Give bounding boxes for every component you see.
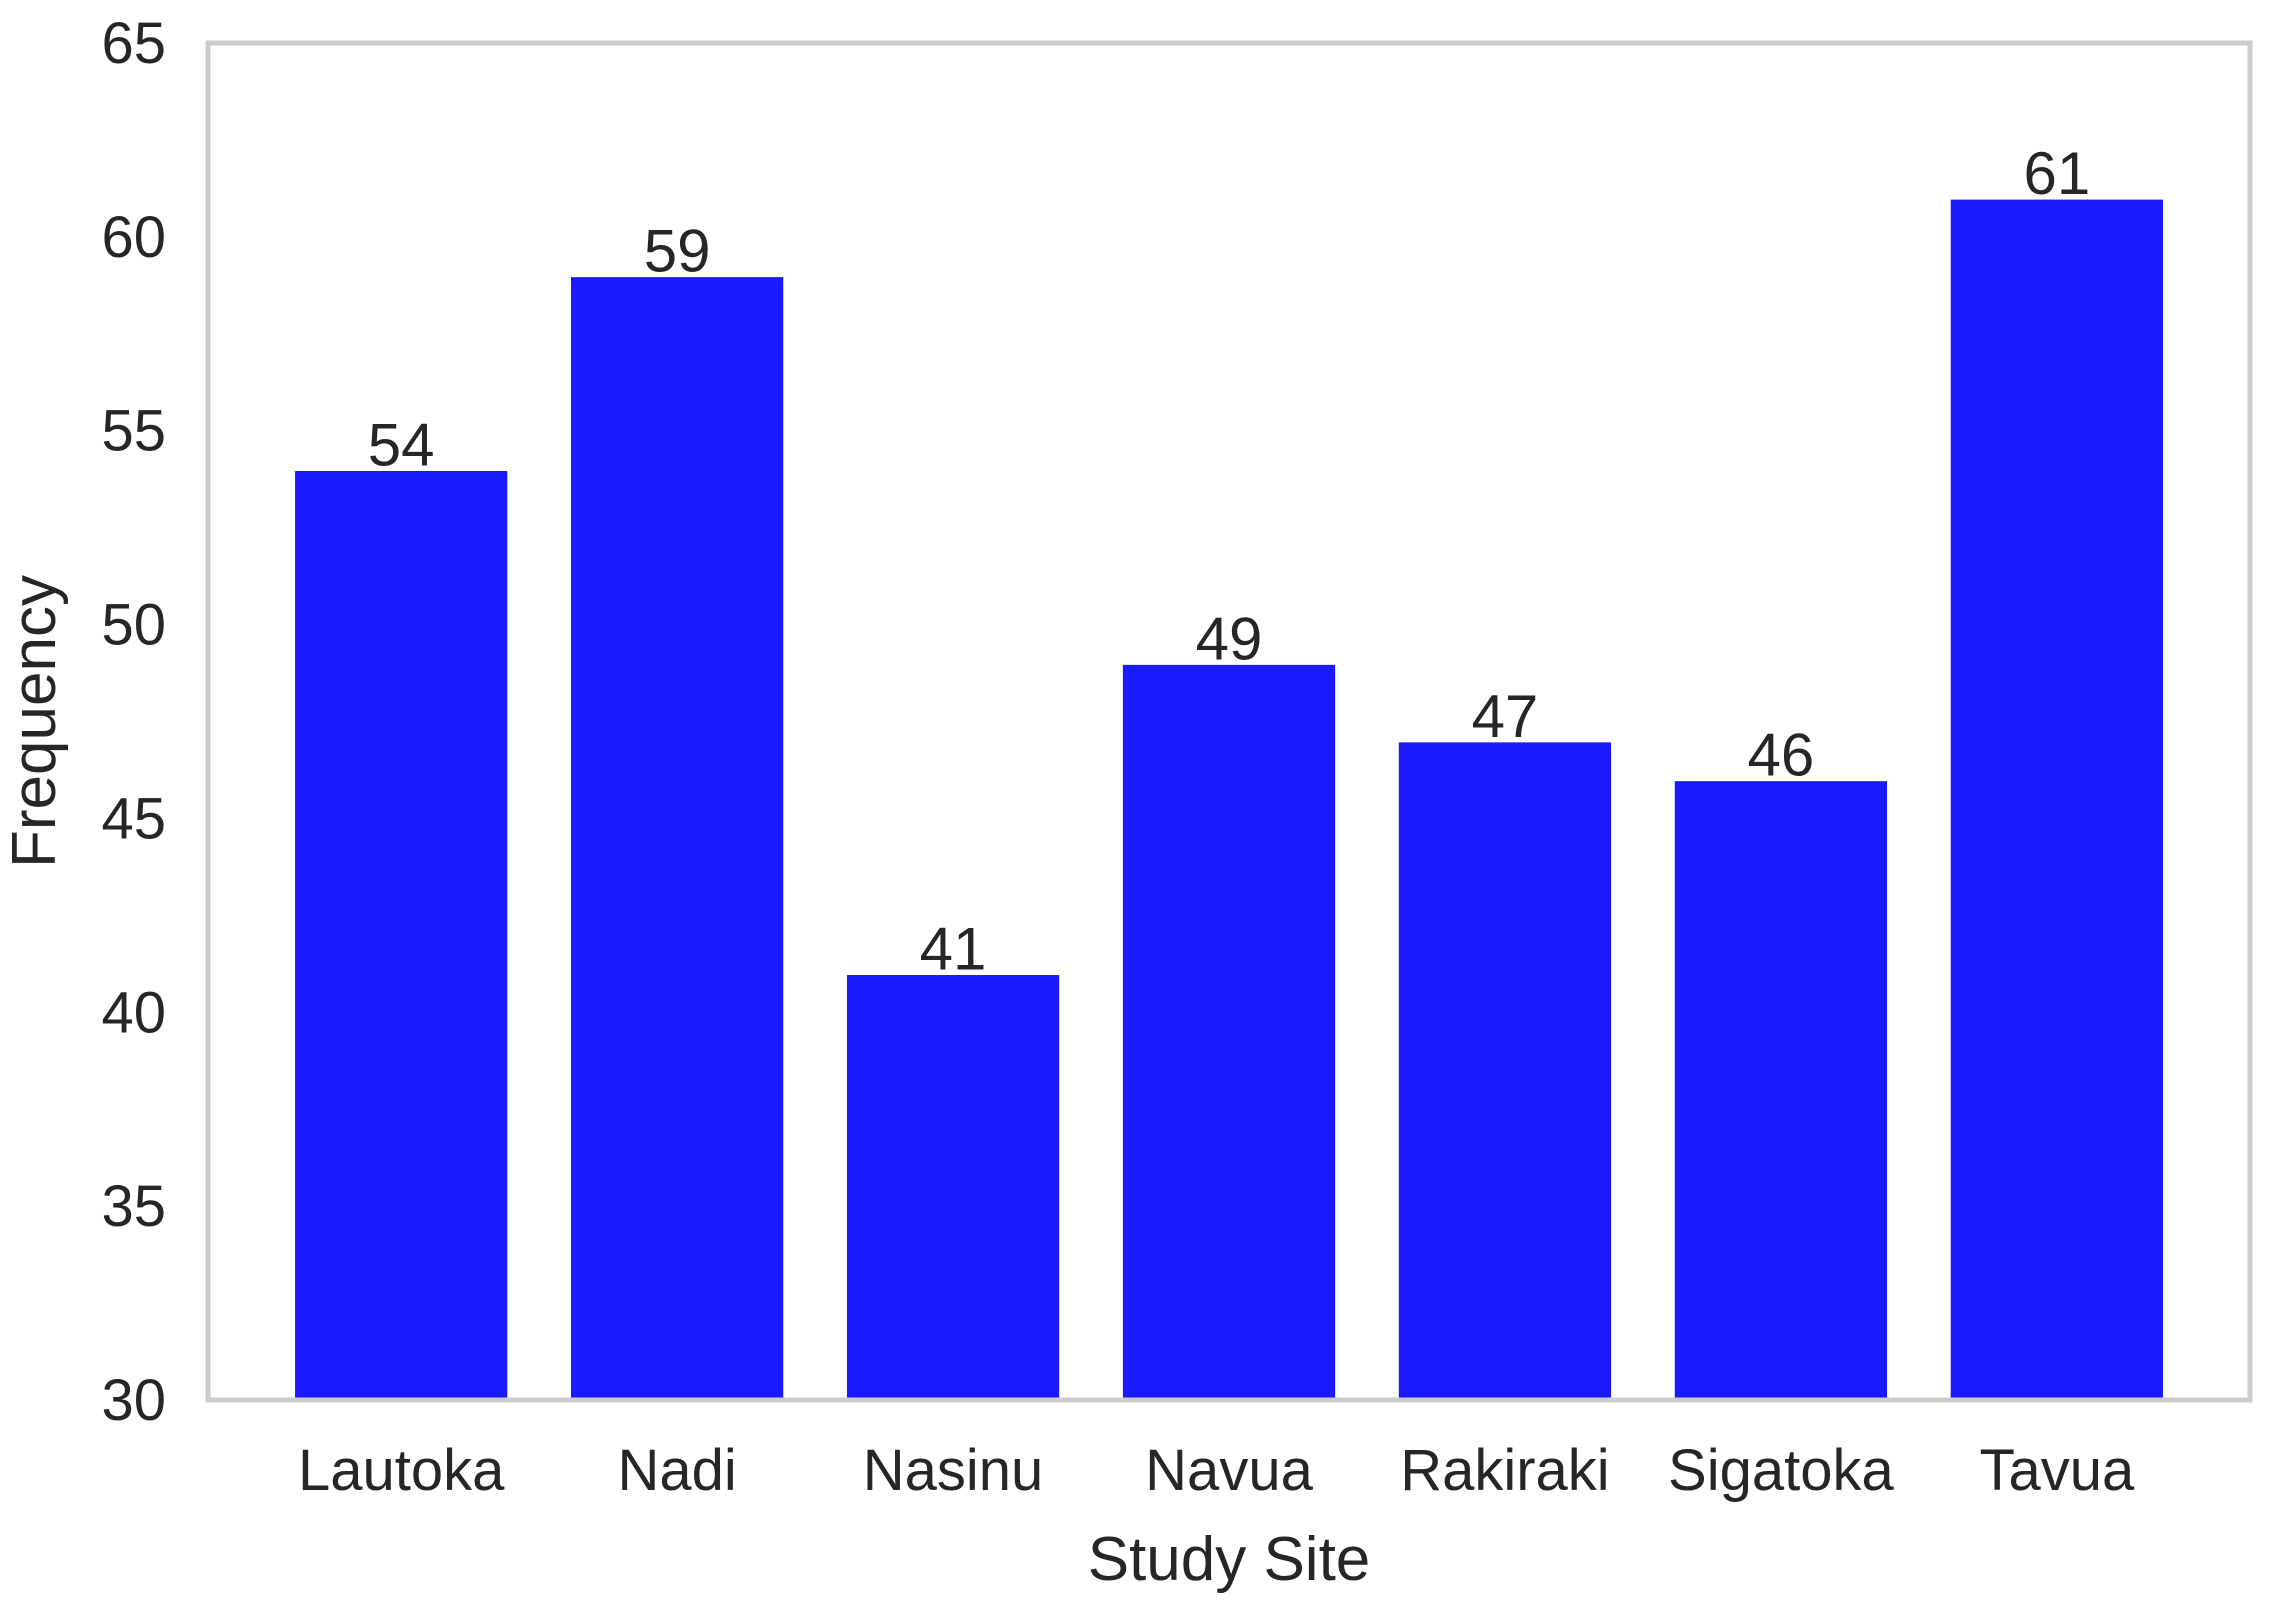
bar-sigatoka <box>1671 778 1891 1402</box>
y-tick-label-30: 30 <box>101 1368 166 1433</box>
x-tick-label-sigatoka: Sigatoka <box>1668 1438 1894 1503</box>
data-label-sigatoka: 46 <box>1748 722 1815 789</box>
x-tick-label-rakiraki: Rakiraki <box>1400 1438 1610 1503</box>
y-tick-label-60: 60 <box>101 205 166 270</box>
x-tick-labels: Lautoka Nadi Nasinu Navua Rakiraki Sigatoka Ta… <box>298 1438 2135 1503</box>
data-labels-group: 54 59 41 49 47 46 61 <box>368 140 2090 982</box>
y-tick-labels: 30 35 40 45 50 55 60 65 <box>101 11 166 1433</box>
x-tick-label-lautoka: Lautoka <box>298 1438 505 1503</box>
plot-frame <box>205 40 2253 1403</box>
y-tick-label-35: 35 <box>101 1174 166 1239</box>
data-label-rakiraki: 47 <box>1472 683 1539 750</box>
bars-group <box>292 196 2166 1402</box>
data-label-lautoka: 54 <box>368 411 435 478</box>
x-axis-label: Study Site <box>1088 1525 1371 1594</box>
x-tick-label-nadi: Nadi <box>617 1438 736 1503</box>
y-tick-label-40: 40 <box>101 980 166 1045</box>
y-tick-label-65: 65 <box>101 11 166 76</box>
data-label-navua: 49 <box>1196 605 1263 672</box>
x-tick-label-navua: Navua <box>1145 1438 1313 1503</box>
bar-lautoka <box>292 467 511 1402</box>
bar-navua <box>1119 661 1339 1402</box>
data-label-nasinu: 41 <box>920 916 987 983</box>
y-tick-label-55: 55 <box>101 399 166 464</box>
data-label-tavua: 61 <box>2023 140 2090 207</box>
data-label-nadi: 59 <box>644 218 711 285</box>
bar-tavua <box>1947 196 2166 1402</box>
x-tick-label-tavua: Tavua <box>1979 1438 2135 1503</box>
bar-rakiraki <box>1395 739 1615 1402</box>
y-tick-label-45: 45 <box>101 786 166 851</box>
y-axis-label: Frequency <box>0 575 69 868</box>
bar-nasinu <box>843 972 1063 1402</box>
bar-nadi <box>567 274 787 1402</box>
x-tick-label-nasinu: Nasinu <box>863 1438 1044 1503</box>
y-tick-label-50: 50 <box>101 593 166 658</box>
